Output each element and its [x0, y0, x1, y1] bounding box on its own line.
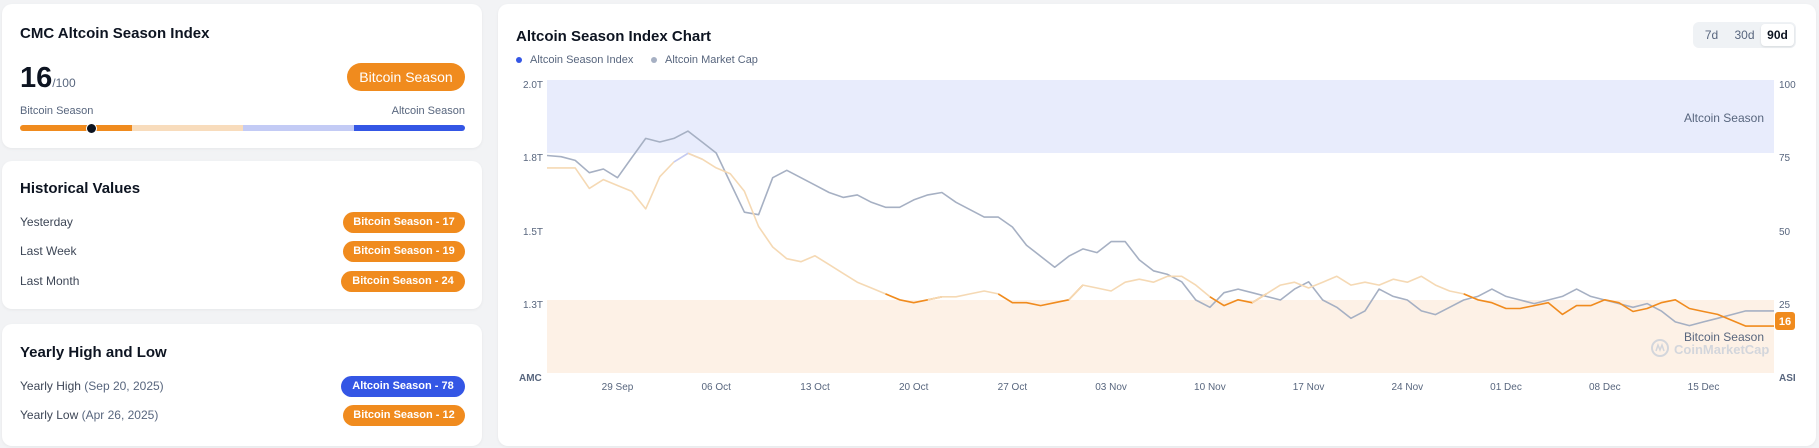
series-lines [546, 130, 1774, 327]
left-axis-tick: 2.0T [523, 80, 543, 91]
right-axis-tick: 100 [1779, 80, 1796, 91]
index-max: /100 [52, 76, 76, 90]
bitcoin-season-zone [547, 300, 1774, 373]
yearly-card-title: Yearly High and Low [20, 344, 167, 361]
legend-altcoin-season-index[interactable]: Altcoin Season Index [516, 54, 633, 66]
legend-dot-icon [516, 57, 522, 63]
market-cap-line [546, 130, 1774, 327]
range-selector: 7d 30d 90d [1693, 22, 1796, 48]
left-axis-tick: 1.5T [523, 227, 543, 238]
historical-row-label: Last Month [20, 274, 80, 288]
historical-row-label: Last Week [20, 244, 77, 258]
yearly-high-label-text: Yearly High [20, 379, 81, 393]
right-axis-tick: 50 [1779, 227, 1791, 238]
yearly-high-badge: Altcoin Season - 78 [341, 376, 465, 397]
current-value-label: 16 [1779, 316, 1791, 328]
historical-card-title: Historical Values [20, 180, 141, 197]
right-axis-label: ASI [1779, 373, 1796, 384]
index-value: 16 [20, 62, 53, 94]
scale-label-bitcoin: Bitcoin Season [20, 105, 94, 117]
legend-label: Altcoin Season Index [530, 54, 634, 66]
right-axis-tick: 75 [1779, 153, 1791, 164]
yearly-low-label: Yearly Low (Apr 26, 2025) [20, 408, 158, 422]
season-index-line [547, 152, 689, 210]
historical-row-badge: Bitcoin Season - 19 [343, 241, 465, 262]
x-axis-tick: 20 Oct [899, 382, 929, 393]
historical-row-label: Yesterday [20, 215, 73, 229]
current-value-badge [1775, 312, 1795, 330]
range-30d-button[interactable]: 30d [1734, 28, 1755, 42]
left-axis-label: AMC [519, 373, 542, 384]
x-axis-tick: 10 Nov [1194, 382, 1226, 393]
scale-segment-altcoin-light [243, 125, 354, 131]
watermark: CoinMarketCap [1674, 342, 1769, 357]
chart-title: Altcoin Season Index Chart [516, 28, 712, 45]
yearly-low-date: (Apr 26, 2025) [81, 408, 159, 422]
scale-label-altcoin: Altcoin Season [391, 105, 465, 117]
yearly-high-date: (Sep 20, 2025) [84, 379, 164, 393]
x-axis-tick: 06 Oct [701, 382, 731, 393]
x-axis-tick: 01 Dec [1490, 382, 1522, 393]
scale-indicator-knob [86, 123, 97, 134]
yearly-low-label-text: Yearly Low [20, 408, 79, 422]
legend-dot-icon [651, 57, 657, 63]
x-axis-tick: 17 Nov [1293, 382, 1325, 393]
x-axis-tick: 08 Dec [1589, 382, 1621, 393]
season-index-line [1463, 293, 1774, 327]
range-90d-button[interactable]: 90d [1761, 24, 1794, 46]
season-index-line [687, 152, 900, 301]
scale-segment-bitcoin [20, 125, 132, 131]
left-axis-tick: 1.8T [523, 153, 543, 164]
yearly-low-badge: Bitcoin Season - 12 [343, 405, 465, 426]
season-index-line [1068, 275, 1225, 307]
right-axis-tick: 25 [1779, 300, 1791, 311]
index-card: CMC Altcoin Season Index 16/100 Bitcoin … [2, 4, 482, 148]
x-axis-tick: 27 Oct [998, 382, 1028, 393]
season-index-line [1251, 275, 1479, 304]
altcoin-season-zone-label: Altcoin Season [1684, 111, 1764, 125]
left-axis-tick: 1.3T [523, 300, 543, 311]
scale-segment-bitcoin-light [132, 125, 243, 131]
historical-row-badge: Bitcoin Season - 24 [341, 271, 465, 292]
x-axis-tick: 29 Sep [602, 382, 634, 393]
season-status-badge[interactable]: Bitcoin Season [347, 63, 465, 91]
historical-row-badge: Bitcoin Season - 17 [343, 212, 465, 233]
yearly-high-label: Yearly High (Sep 20, 2025) [20, 379, 164, 393]
coinmarketcap-logo-icon [1651, 339, 1669, 357]
x-axis-ticks: 29 Sep 06 Oct 13 Oct 20 Oct 27 Oct 03 Nov 10 N… [602, 382, 1720, 393]
bitcoin-season-zone-label: Bitcoin Season [1684, 330, 1764, 344]
x-axis-tick: 24 Nov [1391, 382, 1423, 393]
historical-card: Historical Values Yesterday Bitcoin Seas… [2, 161, 482, 309]
legend-altcoin-market-cap[interactable]: Altcoin Market Cap [651, 54, 758, 66]
x-axis-tick: 13 Oct [800, 382, 830, 393]
x-axis-tick: 15 Dec [1688, 382, 1720, 393]
altcoin-season-zone [547, 80, 1774, 153]
index-card-title: CMC Altcoin Season Index [20, 25, 210, 42]
index-value-group: 16/100 [20, 62, 76, 95]
scale-segment-altcoin [354, 125, 465, 131]
legend-label: Altcoin Market Cap [665, 54, 758, 66]
range-7d-button[interactable]: 7d [1704, 28, 1719, 42]
x-axis-tick: 03 Nov [1095, 382, 1127, 393]
yearly-card: Yearly High and Low Yearly High (Sep 20,… [2, 324, 482, 446]
